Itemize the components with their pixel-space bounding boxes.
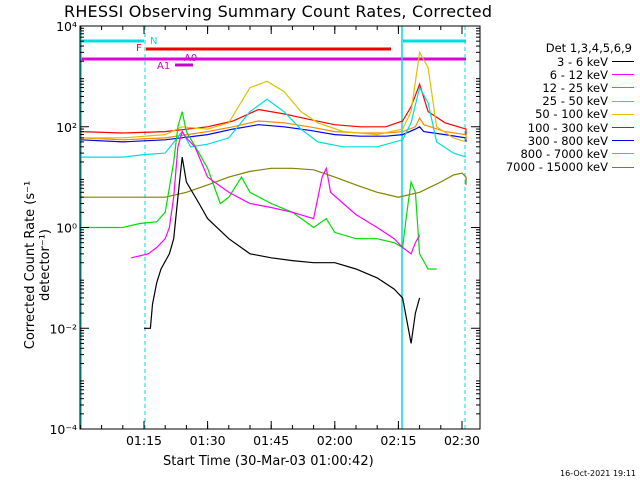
annotation-label: N: [150, 36, 157, 47]
legend-label: 6 - 12 keV: [549, 67, 608, 82]
legend: Det 1,3,4,5,6,9 3 - 6 keV 6 - 12 keV 12 - …: [484, 42, 634, 174]
legend-entry: 7000 - 15000 keV: [484, 160, 634, 175]
legend-swatch: [612, 127, 634, 129]
legend-label: 3 - 6 keV: [557, 54, 608, 69]
y-tick-label: 10⁰: [56, 221, 77, 236]
legend-swatch: [612, 166, 634, 168]
legend-label: 12 - 25 keV: [542, 80, 608, 95]
series-line-8: [81, 167, 467, 198]
legend-swatch: [612, 87, 634, 89]
legend-entry: 50 - 100 keV: [484, 107, 634, 122]
x-tick-label: 02:00: [317, 433, 353, 448]
legend-label: 300 - 800 keV: [527, 133, 608, 148]
x-axis-label: Start Time (30-Mar-03 01:00:42): [163, 454, 374, 469]
legend-entry: 300 - 800 keV: [484, 133, 634, 148]
x-tick-label: 01:15: [126, 433, 162, 448]
series-line-1: [131, 130, 421, 259]
legend-entry: 12 - 25 keV: [484, 80, 634, 95]
series-line-6: [80, 124, 467, 143]
annotation-label: A1: [157, 61, 170, 72]
series-line-4: [81, 50, 467, 143]
legend-swatch: [612, 100, 634, 102]
y-tick-label: 10²: [56, 120, 77, 135]
legend-swatch: [612, 113, 634, 115]
legend-swatch: [612, 153, 634, 155]
annotation-label: F: [136, 43, 142, 54]
legend-rows: 3 - 6 keV 6 - 12 keV 12 - 25 keV 25 - 50 ke…: [484, 55, 634, 174]
y-axis-label: Corrected Count Rate (s⁻¹ detector⁻¹): [23, 180, 53, 350]
series-line-3: [81, 85, 467, 158]
y-tick-label: 10⁴: [56, 19, 77, 34]
y-tick-label: 10⁻⁴: [49, 422, 77, 437]
annotation-label: A0: [184, 53, 197, 64]
legend-entry: 6 - 12 keV: [484, 67, 634, 82]
series-layer: [80, 50, 467, 344]
legend-swatch: [612, 61, 634, 63]
series-line-2: [81, 111, 437, 270]
legend-label: 50 - 100 keV: [535, 107, 608, 122]
legend-label: 100 - 300 keV: [527, 120, 608, 135]
footer-timestamp: 16-Oct-2021 19:11: [560, 469, 636, 478]
legend-entry: 3 - 6 keV: [484, 54, 634, 69]
legend-title: Det 1,3,4,5,6,9: [545, 41, 632, 55]
legend-label: 25 - 50 keV: [542, 94, 608, 109]
x-tick-label: 01:45: [253, 433, 289, 448]
status-bands: NF A1 A0: [80, 26, 466, 429]
legend-entry: 800 - 7000 keV: [484, 146, 634, 161]
tick-labels: 01:15 01:30 01:45 02:00 02:15 02:30 10⁻⁴ 10⁻² 10…: [49, 19, 480, 448]
legend-label: 7000 - 15000 keV: [505, 160, 608, 175]
legend-label: 800 - 7000 keV: [520, 146, 608, 161]
x-tick-label: 02:15: [380, 433, 416, 448]
series-line-0: [144, 157, 421, 344]
legend-entry: 100 - 300 keV: [484, 120, 634, 135]
legend-swatch: [612, 74, 634, 76]
x-tick-label: 01:30: [190, 433, 226, 448]
x-tick-label: 02:30: [444, 433, 480, 448]
y-tick-label: 10⁻²: [49, 321, 77, 336]
axes-layer: [79, 25, 481, 430]
legend-swatch: [612, 140, 634, 142]
series-line-5: [80, 82, 467, 135]
legend-entry: 25 - 50 keV: [484, 94, 634, 109]
chart-title: RHESSI Observing Summary Count Rates, Co…: [64, 2, 493, 21]
